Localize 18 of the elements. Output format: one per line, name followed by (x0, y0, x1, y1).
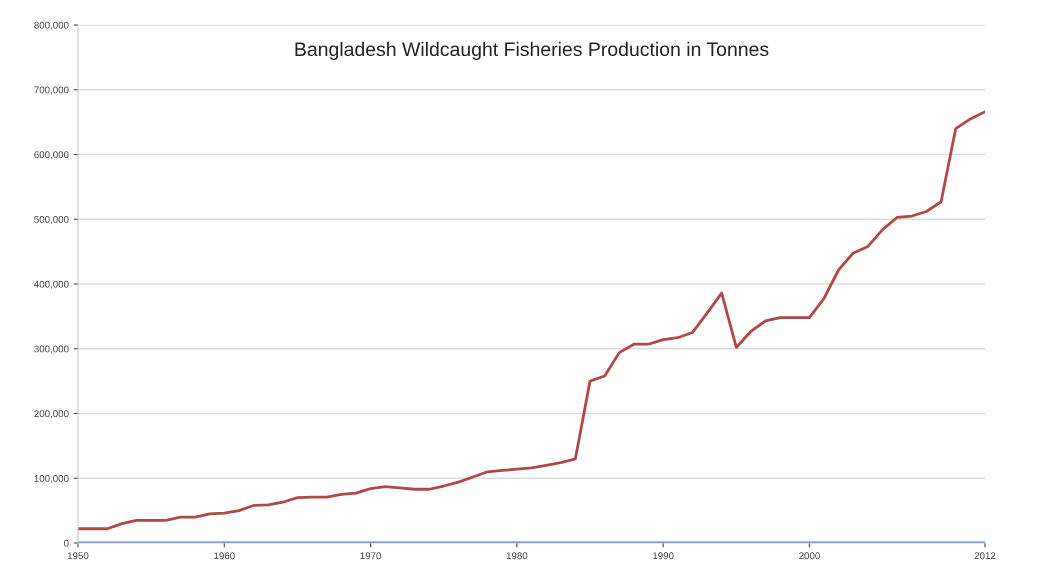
y-tick-label: 700,000 (34, 86, 69, 95)
x-tick-label: 1950 (67, 552, 89, 560)
y-tick-label: 500,000 (34, 215, 69, 225)
x-tick-label: 1990 (653, 552, 674, 560)
y-tick-label: 400,000 (34, 280, 69, 289)
y-tick-label: 0 (63, 539, 69, 547)
text: Bangladesh Wildcaught Fisheries Production in Tonnes (295, 41, 769, 60)
line-series (78, 110, 985, 531)
x-tick-label: 2012 (974, 552, 996, 560)
x-tick-label: 2000 (799, 552, 820, 560)
y-tick-label: 600,000 (34, 151, 69, 160)
y-tick-label: 200,000 (34, 410, 69, 419)
y-tick-label: 800,000 (34, 21, 69, 30)
y-tick-label: 100,000 (34, 474, 69, 484)
y-tick-label: 300,000 (34, 345, 69, 354)
x-tick-label: 1970 (360, 552, 382, 560)
x-tick-label: 1960 (214, 552, 235, 560)
x-tick-label: 1980 (506, 552, 528, 560)
